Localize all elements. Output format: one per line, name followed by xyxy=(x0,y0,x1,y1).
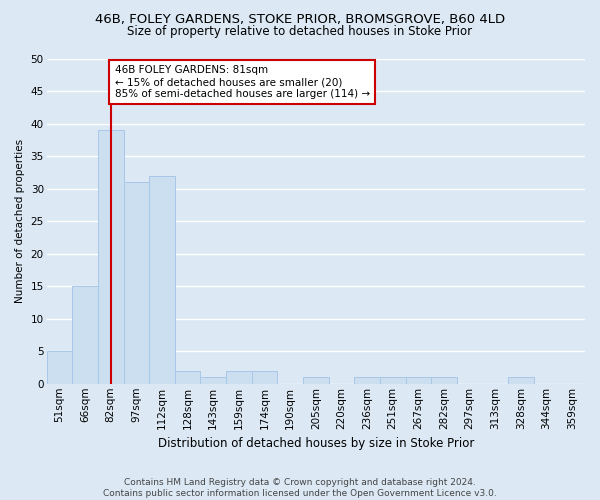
Bar xyxy=(354,378,380,384)
Y-axis label: Number of detached properties: Number of detached properties xyxy=(15,140,25,304)
Bar xyxy=(200,378,226,384)
Bar xyxy=(380,378,406,384)
Bar xyxy=(431,378,457,384)
Bar xyxy=(72,286,98,384)
Bar xyxy=(124,182,149,384)
Bar xyxy=(508,378,534,384)
Text: 46B FOLEY GARDENS: 81sqm
← 15% of detached houses are smaller (20)
85% of semi-d: 46B FOLEY GARDENS: 81sqm ← 15% of detach… xyxy=(115,66,370,98)
Bar xyxy=(149,176,175,384)
Text: 46B, FOLEY GARDENS, STOKE PRIOR, BROMSGROVE, B60 4LD: 46B, FOLEY GARDENS, STOKE PRIOR, BROMSGR… xyxy=(95,12,505,26)
Text: Contains HM Land Registry data © Crown copyright and database right 2024.
Contai: Contains HM Land Registry data © Crown c… xyxy=(103,478,497,498)
Bar xyxy=(406,378,431,384)
Bar xyxy=(251,371,277,384)
Bar xyxy=(47,352,72,384)
X-axis label: Distribution of detached houses by size in Stoke Prior: Distribution of detached houses by size … xyxy=(158,437,474,450)
Bar xyxy=(175,371,200,384)
Text: Size of property relative to detached houses in Stoke Prior: Size of property relative to detached ho… xyxy=(127,25,473,38)
Bar xyxy=(98,130,124,384)
Bar xyxy=(303,378,329,384)
Bar xyxy=(226,371,251,384)
